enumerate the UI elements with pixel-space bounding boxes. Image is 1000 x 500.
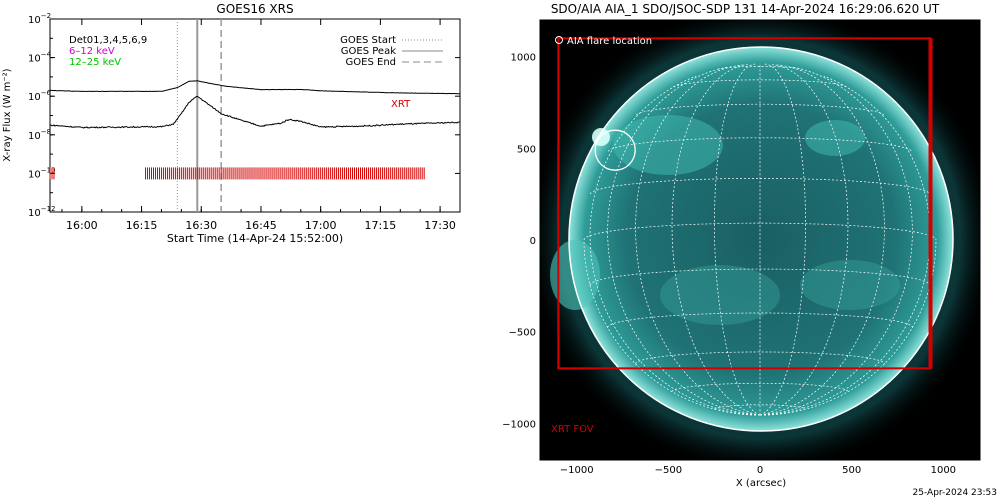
- latitude-line: [671, 382, 849, 392]
- aia-x-axis-label: X (arcsec): [736, 478, 786, 489]
- legend-goes-peak: GOES Peak: [341, 46, 396, 57]
- aia-image-panel: SDO/AIA AIA_1 SDO/JSOC-SDP 131 14-Apr-20…: [502, 2, 981, 489]
- goes-y-tick-label: 10−4: [28, 51, 52, 65]
- longitude-line: [759, 64, 849, 416]
- goes-x-tick-label: 17:15: [365, 219, 397, 232]
- aia-x-tick-label: −500: [655, 465, 682, 476]
- goes-x-ticks: 16:00 16:15 16:30 16:45 17:00 17:15 17:30: [61, 19, 461, 232]
- goes-series-line: [50, 95, 461, 129]
- aia-y-tick-label: 1000: [511, 53, 536, 64]
- aia-x-tick-label: 1000: [931, 465, 956, 476]
- solar-limb: [568, 46, 954, 432]
- aia-y-tick-label: −1000: [502, 419, 536, 430]
- legend-low-band: 6–12 keV: [69, 46, 115, 57]
- goes-series: [49, 80, 461, 129]
- goes-series-line: [49, 80, 461, 95]
- sun-disk: [569, 47, 953, 431]
- heliographic-grid: [583, 63, 937, 416]
- footer-timestamp: 25-Apr-2024 23:53: [913, 488, 997, 498]
- latitude-line: [636, 103, 884, 116]
- longitude-line: [607, 66, 761, 416]
- active-region: [613, 115, 723, 175]
- xrt-fov-label: XRT FOV: [551, 424, 594, 435]
- xrt-label: XRT: [391, 99, 411, 110]
- active-region: [660, 265, 780, 325]
- goes-y-tick-label: 10−8: [28, 128, 51, 142]
- goes-x-tick-label: 17:00: [305, 219, 337, 232]
- legend-flare-symbol: [555, 36, 563, 44]
- legend-high-band: 12–25 keV: [69, 57, 121, 68]
- aia-x-ticks: −1000 −500 0 500 1000: [560, 454, 956, 476]
- longitude-line: [714, 63, 761, 416]
- legend-goes-start: GOES Start: [340, 35, 396, 46]
- latitude-line: [673, 79, 847, 88]
- flare-location-marker: [594, 129, 636, 171]
- longitude-line: [759, 63, 806, 416]
- goes-x-tick-label: 16:00: [66, 219, 98, 232]
- longitude-line: [583, 239, 761, 416]
- aia-x-tick-label: 500: [842, 465, 861, 476]
- longitude-line: [635, 64, 761, 416]
- latitude-line: [583, 222, 937, 241]
- longitude-line: [759, 66, 913, 416]
- aia-y-tick-label: 0: [530, 236, 536, 247]
- aia-title: SDO/AIA AIA_1 SDO/JSOC-SDP 131 14-Apr-20…: [551, 2, 940, 16]
- aia-y-tick-label: 500: [517, 144, 536, 155]
- longitude-line: [671, 64, 761, 416]
- aia-y-ticks: 1000 500 0 −500 −1000: [502, 53, 546, 430]
- xrt-observation-markers: [49, 167, 425, 180]
- latitude-line: [589, 178, 931, 195]
- goes-x-tick-label: 16:30: [185, 219, 217, 232]
- goes-title: GOES16 XRS: [216, 2, 293, 16]
- goes-x-axis-label: Start Time (14-Apr-24 15:52:00): [167, 232, 343, 245]
- legend-detectors: Det01,3,4,5,6,9: [69, 35, 147, 46]
- goes-y-tick-label: 10−6: [28, 89, 52, 103]
- goes-x-tick-label: 16:45: [245, 219, 277, 232]
- active-region: [805, 120, 865, 156]
- aia-x-tick-label: −1000: [560, 465, 594, 476]
- legend-flare-location: AIA flare location: [567, 36, 652, 47]
- goes-flare-time-lines: [176, 19, 222, 212]
- longitude-line: [759, 64, 885, 416]
- sun-disk-group: [550, 46, 954, 432]
- goes-y-tick-label: 10−2: [28, 12, 51, 26]
- limb-brightening: [550, 240, 600, 310]
- goes-x-tick-label: 17:30: [424, 219, 456, 232]
- aia-y-tick-label: −500: [509, 328, 536, 339]
- active-region: [800, 260, 900, 310]
- goes-y-axis-label: X-ray Flux (W m⁻²): [2, 68, 13, 161]
- goes-x-tick-label: 16:15: [126, 219, 158, 232]
- aia-x-tick-label: 0: [757, 465, 763, 476]
- legend-goes-end: GOES End: [346, 57, 396, 68]
